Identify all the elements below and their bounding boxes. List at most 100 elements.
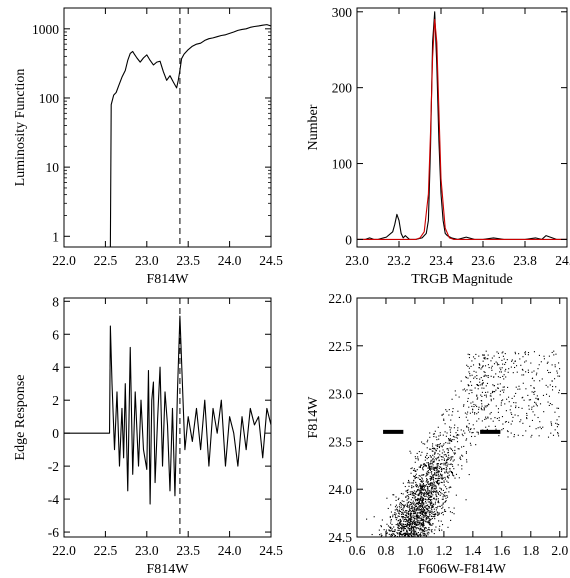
scatter-point <box>444 478 446 480</box>
scatter-point <box>419 485 421 487</box>
y-tick-label: 0 <box>52 426 59 441</box>
scatter-point <box>410 534 412 536</box>
scatter-point <box>403 505 405 507</box>
scatter-point <box>445 486 447 488</box>
scatter-point <box>394 534 397 537</box>
scatter-point <box>389 515 391 518</box>
scatter-point <box>507 436 509 438</box>
scatter-point <box>424 485 426 487</box>
scatter-point <box>428 493 430 495</box>
scatter-point <box>438 529 441 532</box>
scatter-point <box>429 484 431 486</box>
scatter-point <box>422 498 424 501</box>
scatter-point <box>401 525 403 527</box>
scatter-point <box>411 505 413 507</box>
scatter-point <box>427 467 429 469</box>
scatter-point <box>409 505 411 507</box>
scatter-point <box>440 489 442 491</box>
scatter-point <box>420 464 422 466</box>
scatter-point <box>429 448 431 450</box>
scatter-point <box>554 429 556 431</box>
scatter-point <box>536 372 538 374</box>
scatter-point <box>402 509 404 511</box>
scatter-point <box>400 516 403 518</box>
x-tick-label: 1.0 <box>406 543 423 558</box>
scatter-point <box>436 482 439 484</box>
scatter-point <box>446 459 449 461</box>
scatter-point <box>431 502 433 504</box>
scatter-point <box>409 508 411 510</box>
x-tick-label: 2.0 <box>551 543 568 558</box>
scatter-point <box>415 530 417 532</box>
scatter-point <box>446 460 448 462</box>
scatter-point <box>527 371 530 373</box>
scatter-point <box>411 485 413 487</box>
scatter-point <box>434 473 436 475</box>
scatter-point <box>483 387 485 389</box>
scatter-point <box>427 501 429 503</box>
scatter-point <box>395 523 397 526</box>
plot-area <box>357 11 567 240</box>
scatter-point <box>410 534 413 537</box>
scatter-point <box>429 501 431 503</box>
scatter-point <box>397 498 399 501</box>
scatter-point <box>465 377 467 379</box>
scatter-point <box>459 457 461 459</box>
scatter-point <box>418 528 420 530</box>
scatter-point <box>525 360 527 362</box>
scatter-point <box>519 358 521 360</box>
scatter-point <box>421 464 423 466</box>
scatter-point <box>423 495 425 497</box>
scatter-point <box>419 504 421 507</box>
scatter-point <box>434 529 436 531</box>
scatter-point <box>427 499 429 501</box>
scatter-point <box>438 456 440 458</box>
scatter-point <box>415 500 417 502</box>
scatter-point <box>417 535 419 537</box>
scatter-point <box>407 516 409 518</box>
scatter-point <box>389 530 391 532</box>
scatter-point <box>484 365 487 367</box>
scatter-point <box>402 513 404 515</box>
scatter-point <box>416 527 418 529</box>
y-tick-label: 22.5 <box>328 339 352 354</box>
scatter-point <box>419 506 421 508</box>
scatter-point <box>403 532 405 534</box>
scatter-point <box>408 518 410 520</box>
scatter-point <box>434 467 436 469</box>
scatter-point <box>419 533 421 535</box>
scatter-point <box>426 471 428 473</box>
scatter-point <box>398 529 400 531</box>
scatter-point <box>437 514 439 516</box>
scatter-point <box>422 524 424 526</box>
scatter-point <box>449 457 451 459</box>
scatter-point <box>406 519 408 521</box>
scatter-point <box>430 500 432 502</box>
scatter-point <box>524 351 527 353</box>
scatter-point <box>406 524 408 526</box>
scatter-point <box>426 479 428 481</box>
scatter-point <box>438 444 440 446</box>
scatter-point <box>425 534 427 536</box>
scatter-point <box>490 418 492 420</box>
scatter-point <box>400 533 402 535</box>
scatter-point <box>481 420 483 422</box>
scatter-point <box>460 429 462 431</box>
scatter-point <box>424 459 426 461</box>
x-tick-label: 23.0 <box>135 543 159 558</box>
scatter-point <box>397 512 400 514</box>
scatter-point <box>431 483 433 485</box>
scatter-point <box>452 460 454 462</box>
scatter-point <box>530 436 532 438</box>
scatter-point <box>401 527 403 529</box>
scatter-point <box>430 511 432 513</box>
scatter-point <box>434 474 436 476</box>
scatter-point <box>430 499 432 501</box>
scatter-point <box>447 456 449 458</box>
scatter-point <box>422 497 425 500</box>
scatter-point <box>429 529 431 531</box>
scatter-point <box>426 504 428 507</box>
scatter-point <box>421 481 423 483</box>
scatter-point <box>469 428 471 431</box>
scatter-point <box>431 504 433 506</box>
